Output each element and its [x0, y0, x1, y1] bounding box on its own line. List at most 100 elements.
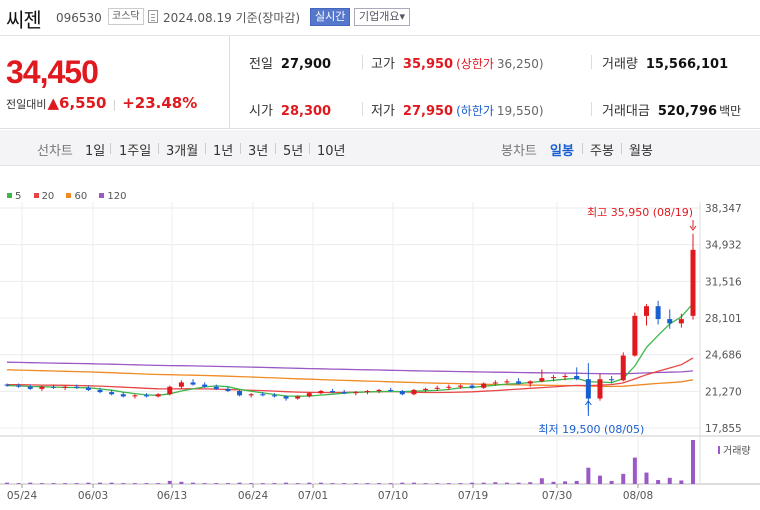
x-tick-label: 06/13: [157, 490, 187, 502]
divider: [621, 143, 622, 154]
candle-body: [190, 382, 196, 385]
volume-bar: [16, 483, 21, 484]
volume-bar: [377, 483, 382, 484]
low-annotation: 최저 19,500 (08/05): [538, 423, 644, 436]
moving-average-legend: 5 20 60 120: [7, 191, 136, 202]
stock-header: 씨젠 096530 코스닥 2024.08.19 기준(장마감) 실시간 기업개…: [0, 0, 760, 36]
candle-body: [655, 306, 661, 320]
volume-bar: [446, 483, 451, 484]
candle-body: [97, 389, 103, 393]
upper-limit-label: (상한가: [456, 57, 494, 71]
realtime-button[interactable]: 실시간: [310, 8, 351, 26]
candle-body: [678, 319, 684, 324]
date-value: 2024.08.19: [163, 11, 232, 25]
y-tick-label: 28,101: [705, 313, 742, 325]
volume-bar: [597, 475, 602, 484]
prev-close-label: 전일: [249, 57, 273, 72]
candle-body: [399, 391, 405, 395]
candle-weekly[interactable]: 주봉: [590, 144, 614, 159]
open-price: 시가 28,300: [249, 100, 331, 119]
candle-body: [457, 385, 463, 387]
volume-bar: [214, 483, 219, 484]
period-1y[interactable]: 1년: [213, 144, 234, 159]
volume-bar: [551, 481, 556, 484]
period-3y[interactable]: 3년: [248, 144, 269, 159]
x-tick-label: 08/08: [623, 490, 653, 502]
volume-bar: [365, 483, 370, 484]
volume-bar: [86, 482, 91, 484]
candle-body: [597, 379, 603, 399]
x-tick-label: 07/19: [458, 490, 488, 502]
candle-monthly[interactable]: 월봉: [629, 144, 653, 159]
volume-bar: [191, 482, 196, 484]
candle-body: [585, 379, 591, 399]
candle-body: [62, 386, 68, 388]
candles: [4, 233, 696, 411]
candle-body: [16, 385, 22, 387]
trade-value-label: 거래대금: [602, 104, 650, 119]
candle-body: [388, 389, 394, 392]
volume-bar: [516, 482, 521, 484]
candle-body: [469, 385, 475, 388]
period-1w[interactable]: 1주일: [119, 144, 152, 159]
change-label: 전일대비: [6, 98, 47, 111]
trade-value: 거래대금 520,796 백만: [602, 100, 741, 119]
volume-bar: [679, 480, 684, 484]
divider: [582, 143, 583, 154]
x-tick-label: 06/24: [238, 490, 269, 502]
candle-body: [248, 394, 254, 396]
price-change: 전일대비▲6,550 | +23.48%: [6, 94, 197, 112]
volume-bar: [156, 483, 161, 484]
candle-body: [167, 386, 173, 395]
open-value: 28,300: [280, 104, 332, 119]
line-chart-label: 선차트: [37, 144, 73, 159]
volume-bar: [318, 482, 323, 484]
candle-daily[interactable]: 일봉: [550, 144, 574, 159]
trade-value-unit: 백만: [719, 104, 742, 118]
volume-bar: [574, 480, 579, 484]
candle-body: [434, 387, 440, 389]
axis-labels: 38,347 34,932 31,516 28,101 24,686 21,270 17,8…: [7, 203, 751, 502]
candle-body: [632, 315, 638, 356]
prev-close-value: 27,900: [280, 57, 332, 72]
y-tick-label: 21,270: [705, 386, 742, 398]
candle-body: [39, 386, 45, 389]
divider: [275, 143, 276, 154]
volume-bar: [179, 481, 184, 484]
volume-bar: [132, 483, 137, 484]
y-tick-label: 34,932: [705, 240, 742, 252]
volume-bars: [5, 440, 720, 484]
period-3m[interactable]: 3개월: [166, 144, 199, 159]
legend-ma20: 20: [33, 191, 54, 202]
divider: [309, 143, 310, 154]
legend-ma120: 120: [99, 191, 127, 202]
period-10y[interactable]: 10년: [317, 144, 346, 159]
candle-body: [109, 392, 115, 395]
candle-body: [237, 391, 243, 396]
candle-body: [446, 386, 452, 388]
candle-body: [481, 383, 487, 388]
quote-summary: 34,450 전일대비▲6,550 | +23.48% 전일 27,900 시가 28,…: [0, 36, 760, 129]
company-overview-dropdown[interactable]: 기업개요▾: [354, 8, 411, 26]
trade-value-value: 520,796: [657, 104, 718, 119]
volume-bar: [284, 482, 289, 484]
volume-label: 거래량: [602, 57, 638, 72]
period-5y[interactable]: 5년: [283, 144, 304, 159]
volume-bar: [39, 483, 44, 484]
legend-ma5: 5: [7, 191, 21, 202]
lower-limit-value: 19,550): [496, 104, 544, 118]
volume-bar: [51, 483, 56, 484]
volume-bar: [63, 483, 68, 484]
candlestick-chart[interactable]: 38,347 34,932 31,516 28,101 24,686 21,270 17,8…: [0, 166, 760, 510]
stock-name: 씨젠: [6, 8, 42, 32]
legend-ma60: 60: [66, 191, 87, 202]
candle-body: [225, 388, 231, 392]
volume-bar: [586, 467, 591, 484]
period-1d[interactable]: 1일: [85, 144, 106, 159]
volume-bar: [528, 482, 533, 484]
y-tick-label: 24,686: [705, 350, 742, 362]
candle-body: [144, 395, 150, 397]
volume-bar: [632, 457, 637, 484]
divider: [362, 55, 363, 69]
change-amount: 6,550: [59, 94, 107, 112]
